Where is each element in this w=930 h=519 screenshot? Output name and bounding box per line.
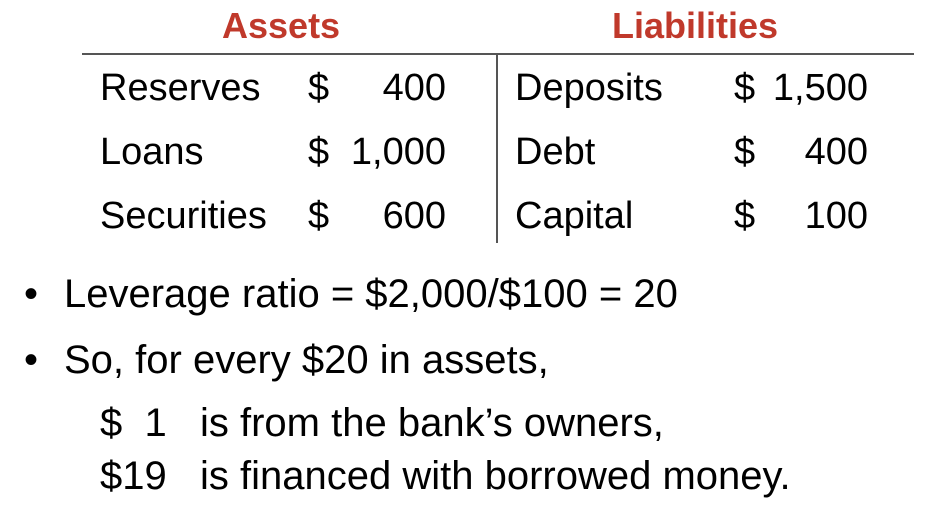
assets-heading: Assets — [222, 5, 341, 46]
liability-currency-deposits: $ — [734, 67, 756, 109]
liability-amount-debt: 400 — [804, 131, 868, 173]
asset-amount-loans: 1,000 — [350, 131, 446, 173]
bullet-text: Leverage ratio = $2,000/$100 = 20 — [64, 272, 678, 316]
liability-amount-deposits: 1,500 — [772, 67, 868, 109]
sub-text: is from the bank’s owners, — [200, 401, 664, 445]
sub-line-owners: $ 1 is from the bank’s owners, — [100, 399, 664, 447]
bullet-per-twenty: • So, for every $20 in assets, — [24, 336, 549, 384]
asset-currency-securities: $ — [308, 195, 330, 237]
sub-line-borrowed: $19 is financed with borrowed money. — [100, 452, 791, 500]
bullet-marker: • — [24, 272, 39, 316]
sub-amount: $19 — [100, 454, 167, 498]
asset-currency-reserves: $ — [308, 67, 330, 109]
liability-currency-debt: $ — [734, 131, 756, 173]
liability-label-deposits: Deposits — [515, 67, 663, 109]
liabilities-heading: Liabilities — [612, 5, 779, 46]
bullet-marker: • — [24, 338, 39, 382]
sub-amount: $ 1 — [100, 401, 167, 445]
asset-currency-loans: $ — [308, 131, 330, 173]
liability-amount-capital: 100 — [804, 195, 868, 237]
vertical-divider — [496, 55, 498, 243]
liability-currency-capital: $ — [734, 195, 756, 237]
asset-label-loans: Loans — [100, 131, 204, 173]
horizontal-divider — [82, 53, 914, 55]
liability-label-debt: Debt — [515, 131, 596, 173]
bullet-text: So, for every $20 in assets, — [64, 338, 549, 382]
asset-amount-securities: 600 — [382, 195, 446, 237]
asset-amount-reserves: 400 — [382, 67, 446, 109]
bullet-leverage-ratio: • Leverage ratio = $2,000/$100 = 20 — [24, 270, 678, 318]
asset-label-reserves: Reserves — [100, 67, 261, 109]
asset-label-securities: Securities — [100, 195, 267, 237]
liability-label-capital: Capital — [515, 195, 634, 237]
sub-text: is financed with borrowed money. — [200, 454, 791, 498]
